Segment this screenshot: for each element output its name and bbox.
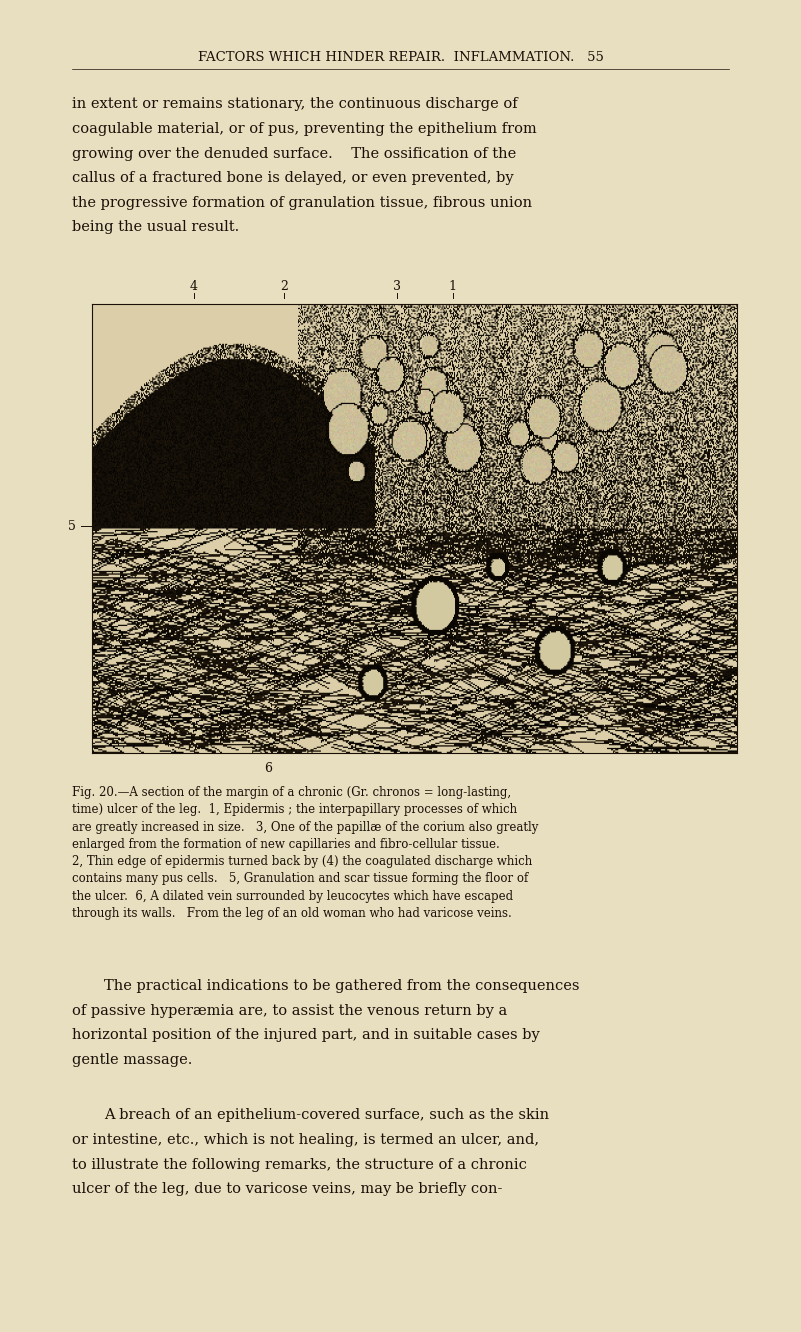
Text: through its walls.   From the leg of an old woman who had varicose veins.: through its walls. From the leg of an ol… [72, 907, 512, 920]
Text: to illustrate the following remarks, the structure of a chronic: to illustrate the following remarks, the… [72, 1158, 527, 1172]
Text: the ulcer.  6, A dilated vein surrounded by leucocytes which have escaped: the ulcer. 6, A dilated vein surrounded … [72, 890, 513, 903]
Text: 6: 6 [264, 762, 272, 775]
Text: 2: 2 [280, 280, 288, 293]
Text: in extent or remains stationary, the continuous discharge of: in extent or remains stationary, the con… [72, 97, 517, 112]
Text: of passive hyperæmia are, to assist the venous return by a: of passive hyperæmia are, to assist the … [72, 1004, 507, 1018]
Text: contains many pus cells.   5, Granulation and scar tissue forming the floor of: contains many pus cells. 5, Granulation … [72, 872, 529, 886]
Text: enlarged from the formation of new capillaries and fibro-cellular tissue.: enlarged from the formation of new capil… [72, 838, 500, 851]
Text: 2, Thin edge of epidermis turned back by (4) the coagulated discharge which: 2, Thin edge of epidermis turned back by… [72, 855, 533, 868]
Text: being the usual result.: being the usual result. [72, 220, 239, 234]
Text: 4: 4 [190, 280, 198, 293]
Text: horizontal position of the injured part, and in suitable cases by: horizontal position of the injured part,… [72, 1028, 540, 1043]
Text: callus of a fractured bone is delayed, or even prevented, by: callus of a fractured bone is delayed, o… [72, 172, 513, 185]
Text: or intestine, etc., which is not healing, is termed an ulcer, and,: or intestine, etc., which is not healing… [72, 1132, 539, 1147]
Text: FACTORS WHICH HINDER REPAIR.  INFLAMMATION.   55: FACTORS WHICH HINDER REPAIR. INFLAMMATIO… [198, 51, 603, 64]
Text: time) ulcer of the leg.  1, Epidermis ; the interpapillary processes of which: time) ulcer of the leg. 1, Epidermis ; t… [72, 803, 517, 817]
Text: gentle massage.: gentle massage. [72, 1052, 192, 1067]
Text: 5: 5 [68, 519, 76, 533]
Text: ulcer of the leg, due to varicose veins, may be briefly con-: ulcer of the leg, due to varicose veins,… [72, 1183, 502, 1196]
Text: Fig. 20.—A section of the margin of a chronic (Gr. chronos = long-lasting,: Fig. 20.—A section of the margin of a ch… [72, 786, 511, 799]
Text: growing over the denuded surface.    The ossification of the: growing over the denuded surface. The os… [72, 147, 517, 161]
Text: The practical indications to be gathered from the consequences: The practical indications to be gathered… [104, 979, 580, 994]
Text: coagulable material, or of pus, preventing the epithelium from: coagulable material, or of pus, preventi… [72, 121, 537, 136]
Text: the progressive formation of granulation tissue, fibrous union: the progressive formation of granulation… [72, 196, 532, 210]
Text: A breach of an epithelium-covered surface, such as the skin: A breach of an epithelium-covered surfac… [104, 1108, 549, 1123]
Text: 3: 3 [393, 280, 401, 293]
Text: are greatly increased in size.   3, One of the papillæ of the corium also greatl: are greatly increased in size. 3, One of… [72, 821, 538, 834]
Text: 1: 1 [449, 280, 457, 293]
